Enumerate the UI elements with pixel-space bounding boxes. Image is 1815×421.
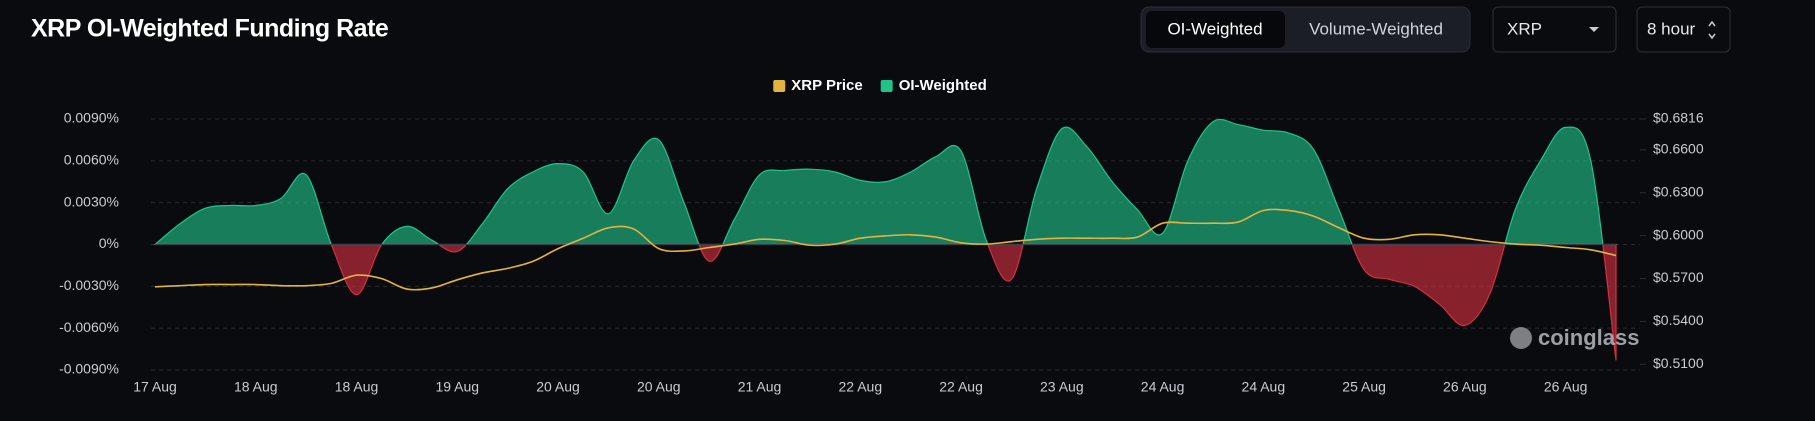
x-tick-label: 25 Aug [1342,379,1386,395]
legend-label: OI-Weighted [899,77,987,94]
x-tick-label: 21 Aug [738,379,782,395]
coin-select-value: XRP [1507,19,1542,38]
legend-swatch [773,80,786,92]
page-title: XRP OI-Weighted Funding Rate [31,15,389,43]
watermark: coinglass [1538,325,1639,350]
x-tick-label: 20 Aug [637,379,681,395]
legend-swatch [880,80,893,92]
y2-tick-label: $0.6300 [1653,183,1704,199]
y2-tick-label: $0.6816 [1653,110,1704,126]
y-tick-label: -0.0030% [59,277,119,293]
x-tick-label: 26 Aug [1443,379,1487,395]
x-tick-label: 22 Aug [939,379,983,395]
legend: XRP Price OI-Weighted [773,77,987,94]
coin-select[interactable] [1492,6,1617,53]
y2-tick-label: $0.5700 [1653,269,1704,285]
y-tick-label: 0% [99,235,119,251]
x-tick-label: 20 Aug [536,379,580,395]
y-tick-label: 0.0030% [64,193,119,209]
toggle-option[interactable]: OI-Weighted [1167,19,1262,38]
y-tick-label: 0.0060% [64,152,119,168]
y-tick-label: -0.0060% [59,319,119,335]
x-tick-label: 24 Aug [1141,379,1185,395]
x-tick-label: 18 Aug [335,379,379,395]
y2-tick-label: $0.5400 [1653,312,1704,328]
x-tick-label: 26 Aug [1544,379,1588,395]
x-tick-label: 22 Aug [839,379,883,395]
watermark-icon [1510,327,1532,349]
toggle-selected[interactable] [1146,11,1285,48]
y2-tick-label: $0.5100 [1653,355,1704,371]
legend-label: XRP Price [791,77,862,94]
x-tick-label: 17 Aug [133,379,177,395]
y2-tick-label: $0.6600 [1653,141,1704,157]
price-line [154,208,1617,291]
dropdown-arrow [1589,27,1599,32]
x-tick-label: 18 Aug [234,379,278,395]
stepper-icon [1708,20,1716,40]
chart: 0.0090% 0.0060% 0.0030% 0% -0.0030% -0.0060% -… [59,77,1704,395]
y2-tick-label: $0.6000 [1653,226,1704,242]
toggle-option[interactable]: Volume-Weighted [1309,19,1443,38]
funding-area [153,118,1617,361]
y-tick-label: -0.0090% [59,361,119,377]
interval-select-value: 8 hour [1647,19,1696,38]
y-tick-label: 0.0090% [64,110,119,126]
x-tick-label: 19 Aug [435,379,479,395]
x-tick-label: 24 Aug [1242,379,1286,395]
x-tick-label: 23 Aug [1040,379,1084,395]
interval-select[interactable] [1636,6,1731,53]
